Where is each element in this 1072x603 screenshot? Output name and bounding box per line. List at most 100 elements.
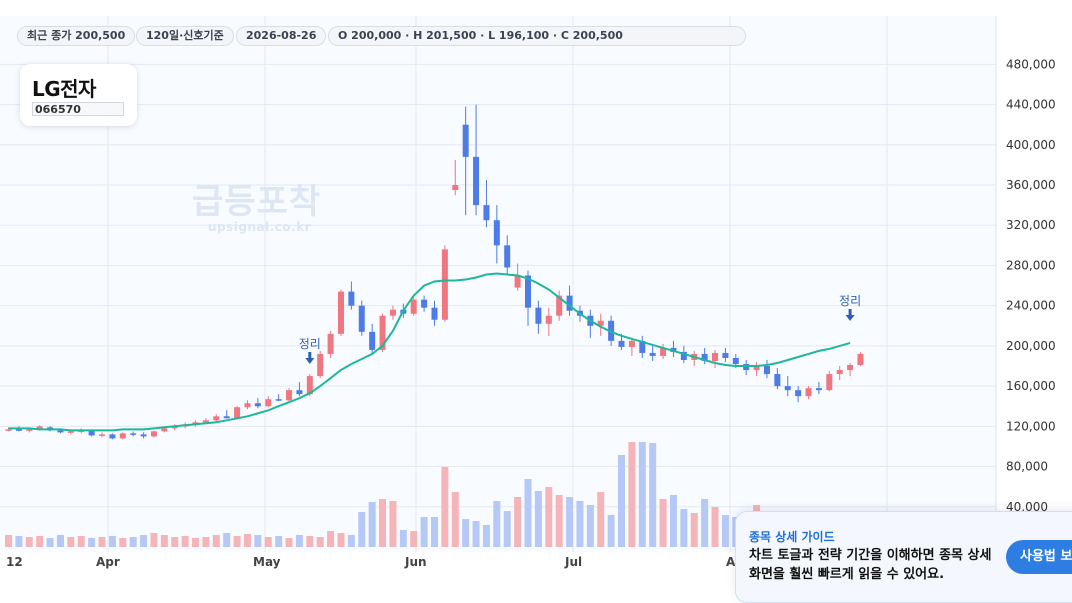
y-tick-label: 80,000 xyxy=(1006,460,1048,474)
guide-body: 차트 토글과 전략 기간을 이해하면 종목 상세 화면을 훨씬 빠르게 읽을 수… xyxy=(749,548,992,582)
date-badge: 2026-08-26 xyxy=(236,26,327,46)
volume-bar xyxy=(607,515,615,547)
candle-body xyxy=(348,291,355,306)
volume-bar xyxy=(327,531,335,547)
volume-bar xyxy=(202,537,210,547)
candle-body xyxy=(369,331,376,350)
candle-body xyxy=(67,431,74,433)
volume-bar xyxy=(482,525,490,547)
candle-body xyxy=(493,220,500,246)
candle-body xyxy=(171,426,178,429)
candle-body xyxy=(161,428,168,432)
candle-body xyxy=(431,307,438,320)
y-tick-label: 440,000 xyxy=(1006,98,1056,112)
plot-area xyxy=(0,16,996,552)
stock-card: LG전자 066570 xyxy=(20,64,137,126)
candle-body xyxy=(265,399,272,407)
volume-bar xyxy=(275,536,283,547)
candle-body xyxy=(130,433,137,435)
candle-body xyxy=(784,386,791,391)
y-tick-label: 120,000 xyxy=(1006,419,1056,433)
x-tick-label: Apr xyxy=(96,555,120,569)
candle-body xyxy=(566,295,573,311)
volume-bar xyxy=(430,517,438,547)
volume-bar xyxy=(399,530,407,547)
volume-bar xyxy=(192,538,200,547)
volume-bar xyxy=(5,535,12,547)
volume-bar xyxy=(36,536,44,547)
y-tick-label: 280,000 xyxy=(1006,258,1056,272)
candle-body xyxy=(109,434,116,439)
volume-bar xyxy=(545,487,553,547)
candle-body xyxy=(774,374,781,387)
volume-bar xyxy=(690,513,698,547)
volume-bar xyxy=(410,531,418,547)
volume-bar xyxy=(379,499,387,547)
volume-bar xyxy=(160,535,168,547)
volume-bar xyxy=(389,501,397,547)
y-tick-label: 200,000 xyxy=(1006,339,1056,353)
volume-bar xyxy=(368,502,376,547)
y-tick-label: 360,000 xyxy=(1006,178,1056,192)
candle-body xyxy=(254,403,261,407)
candle-body xyxy=(421,299,428,308)
candlesticks xyxy=(5,104,864,440)
candle-body xyxy=(483,205,490,221)
volume-bar xyxy=(711,507,719,547)
candle-body xyxy=(410,299,417,314)
candle-body xyxy=(306,376,313,395)
volume-bar xyxy=(337,533,345,547)
candle-body xyxy=(847,365,854,371)
volume-bar xyxy=(462,519,470,547)
volume-bar xyxy=(98,537,106,547)
candle-body xyxy=(504,245,511,268)
signal-label: 정리 xyxy=(839,294,861,308)
candle-body xyxy=(119,433,126,439)
volume-bar xyxy=(628,442,636,547)
candle-body xyxy=(815,388,822,391)
ohlc-badge: O 200,000 · H 201,500 · L 196,100 · C 20… xyxy=(328,26,746,46)
volume-bar xyxy=(295,535,303,547)
volume-bar xyxy=(472,521,480,547)
volume-bar xyxy=(618,455,626,547)
candle-body xyxy=(732,357,739,364)
volume-bar xyxy=(555,495,563,547)
candle-body xyxy=(753,366,760,371)
candle-body xyxy=(5,429,12,431)
candle-body xyxy=(763,366,770,375)
volume-bar xyxy=(669,495,677,547)
volume-bar xyxy=(254,535,262,547)
candle-body xyxy=(36,426,43,430)
x-tick-label: Jul xyxy=(564,555,582,569)
volume-bar xyxy=(576,501,584,547)
candle-body xyxy=(213,416,220,421)
volume-bar xyxy=(15,536,23,547)
candle-body xyxy=(712,352,719,361)
volume-bar xyxy=(181,536,189,547)
candle-body xyxy=(462,124,469,157)
stock-name: LG전자 xyxy=(32,77,96,101)
candle-body xyxy=(597,320,604,326)
volume-bar xyxy=(451,492,459,547)
volume-bar xyxy=(503,511,511,547)
guide-title: 종목 상세 가이드 xyxy=(749,530,835,544)
period-badge[interactable]: 120일·신호기준 xyxy=(136,26,234,46)
candle-body xyxy=(286,390,293,401)
candle-body xyxy=(88,430,95,436)
stock-code: 066570 xyxy=(32,102,124,116)
y-axis-labels: 480,000 440,000 400,000 360,000 320,000 280,0… xyxy=(1006,57,1056,513)
candle-body xyxy=(618,340,625,347)
candle-body xyxy=(15,429,22,431)
candle-body xyxy=(525,275,531,308)
volume-bar xyxy=(140,535,148,547)
volume-bar xyxy=(171,537,179,547)
candle-body xyxy=(628,340,635,347)
x-tick-label: Jun xyxy=(404,555,427,569)
candle-body xyxy=(743,363,750,371)
guide-button[interactable]: 사용법 보기 xyxy=(1006,540,1072,574)
signal-label: 정리 xyxy=(299,337,321,351)
moving-average-line xyxy=(8,272,851,432)
candle-body xyxy=(545,315,552,324)
